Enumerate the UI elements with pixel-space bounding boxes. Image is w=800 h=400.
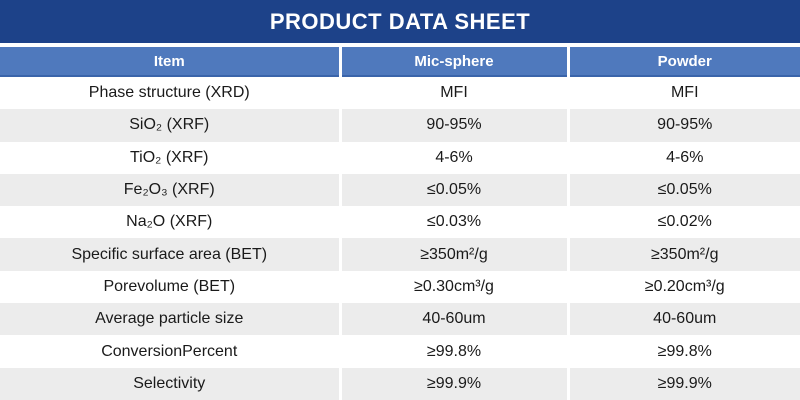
table-row: Fe₂O₃ (XRF) ≤0.05% ≤0.05% bbox=[0, 173, 800, 207]
powder-value-cell: MFI bbox=[569, 77, 800, 110]
mic-sphere-value-cell: 4-6% bbox=[341, 141, 567, 174]
item-cell: Specific surface area (BET) bbox=[0, 238, 339, 271]
table-row: Average particle size 40-60um 40-60um bbox=[0, 303, 800, 336]
item-cell: Na₂O (XRF) bbox=[0, 206, 339, 239]
col-header-mic-sphere: Mic-sphere bbox=[341, 47, 567, 77]
item-cell: ConversionPercent bbox=[0, 335, 339, 368]
mic-sphere-value-cell: ≥350m²/g bbox=[341, 238, 567, 271]
mic-sphere-value-cell: ≤0.05% bbox=[341, 173, 567, 207]
powder-value-cell: ≥0.20cm³/g bbox=[569, 270, 800, 304]
table-row: ConversionPercent ≥99.8% ≥99.8% bbox=[0, 335, 800, 368]
mic-sphere-value-cell: MFI bbox=[341, 77, 567, 110]
powder-value-cell: 40-60um bbox=[569, 303, 800, 336]
table-row: Porevolume (BET) ≥0.30cm³/g ≥0.20cm³/g bbox=[0, 270, 800, 304]
powder-value-cell: ≥99.8% bbox=[569, 335, 800, 368]
mic-sphere-value-cell: ≤0.03% bbox=[341, 206, 567, 239]
mic-sphere-value-cell: ≥0.30cm³/g bbox=[341, 270, 567, 304]
item-cell: Porevolume (BET) bbox=[0, 270, 339, 304]
table-row: Phase structure (XRD) MFI MFI bbox=[0, 77, 800, 110]
item-cell: Fe₂O₃ (XRF) bbox=[0, 173, 339, 207]
col-header-powder: Powder bbox=[569, 47, 800, 77]
powder-value-cell: ≤0.05% bbox=[569, 173, 800, 207]
table-row: SiO₂ (XRF) 90-95% 90-95% bbox=[0, 109, 800, 142]
header-row: Item Mic-sphere Powder bbox=[0, 47, 800, 77]
table-row: Specific surface area (BET) ≥350m²/g ≥35… bbox=[0, 238, 800, 271]
mic-sphere-value-cell: 90-95% bbox=[341, 109, 567, 142]
powder-value-cell: 4-6% bbox=[569, 141, 800, 174]
powder-value-cell: ≤0.02% bbox=[569, 206, 800, 239]
mic-sphere-value-cell: 40-60um bbox=[341, 303, 567, 336]
item-cell: SiO₂ (XRF) bbox=[0, 109, 339, 142]
powder-value-cell: 90-95% bbox=[569, 109, 800, 142]
page-title: PRODUCT DATA SHEET bbox=[269, 8, 531, 34]
product-table: Item Mic-sphere Powder Phase structure (… bbox=[0, 47, 800, 400]
item-cell: Selectivity bbox=[0, 367, 339, 400]
item-cell: Average particle size bbox=[0, 303, 339, 336]
powder-value-cell: ≥99.9% bbox=[569, 367, 800, 400]
table-row: TiO₂ (XRF) 4-6% 4-6% bbox=[0, 141, 800, 174]
table-row: Selectivity ≥99.9% ≥99.9% bbox=[0, 367, 800, 400]
powder-value-cell: ≥350m²/g bbox=[569, 238, 800, 271]
mic-sphere-value-cell: ≥99.9% bbox=[341, 367, 567, 400]
item-cell: Phase structure (XRD) bbox=[0, 77, 339, 110]
title-bar: PRODUCT DATA SHEET bbox=[0, 0, 800, 43]
col-header-item: Item bbox=[0, 47, 339, 77]
table-row: Na₂O (XRF) ≤0.03% ≤0.02% bbox=[0, 206, 800, 239]
mic-sphere-value-cell: ≥99.8% bbox=[341, 335, 567, 368]
item-cell: TiO₂ (XRF) bbox=[0, 141, 339, 174]
